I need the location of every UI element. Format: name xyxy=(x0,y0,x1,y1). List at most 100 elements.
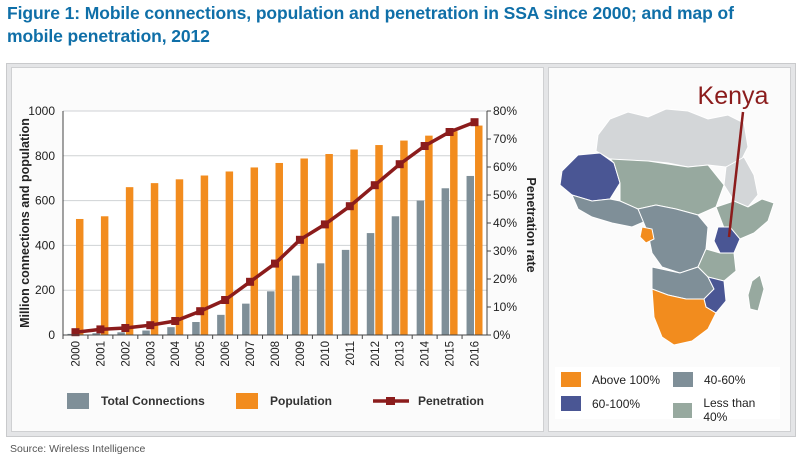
bar-population xyxy=(375,145,383,335)
y2-tick-label: 30% xyxy=(493,244,517,258)
figure-title: Figure 1: Mobile connections, population… xyxy=(7,3,734,46)
y2-tick-label: 0% xyxy=(493,328,511,342)
map-swatch-60-100 xyxy=(561,396,581,411)
map-legend-40-60: 40-60% xyxy=(673,372,745,387)
penetration-point xyxy=(221,296,230,304)
map-legend-label-40-60: 40-60% xyxy=(704,372,746,387)
x-tick-label: 2014 xyxy=(420,340,432,366)
y-tick-label: 200 xyxy=(35,283,55,297)
x-tick-label: 2015 xyxy=(445,341,457,367)
legend-swatch-population xyxy=(236,393,258,409)
penetration-point xyxy=(370,181,379,190)
y2-tick-label: 50% xyxy=(493,188,517,202)
penetration-point xyxy=(196,307,205,316)
chart-bars xyxy=(67,125,483,335)
bar-total-connections xyxy=(291,275,300,335)
y-tick-label: 1000 xyxy=(28,104,55,118)
y2-tick-label: 10% xyxy=(493,300,517,314)
africa-map: Kenya xyxy=(559,82,775,346)
x-tick-label: 2004 xyxy=(170,340,182,366)
penetration-point xyxy=(420,142,429,150)
legend-label-total-connections: Total Connections xyxy=(101,394,205,408)
source-note: Source: Wireless Intelligence xyxy=(10,443,146,455)
bar-total-connections xyxy=(92,333,100,335)
penetration-point xyxy=(246,277,255,286)
map-legend-label-less-40: Less than 40% xyxy=(703,396,756,424)
y-axis-label: Million connections and population xyxy=(18,118,32,328)
penetration-line-layer xyxy=(71,118,479,337)
penetration-point xyxy=(445,128,454,136)
map-region-gabon xyxy=(639,226,655,244)
bar-population xyxy=(350,149,358,335)
bar-total-connections xyxy=(117,332,125,335)
x-tick-label: 2016 xyxy=(470,341,482,367)
bar-total-connections xyxy=(416,200,425,335)
y2-tick-label: 40% xyxy=(493,216,517,230)
penetration-point xyxy=(121,324,130,332)
bar-total-connections xyxy=(441,188,450,335)
bar-total-connections xyxy=(217,314,225,335)
x-tick-label: 2007 xyxy=(245,341,257,367)
x-tick-label: 2011 xyxy=(345,341,357,366)
penetration-point xyxy=(345,202,354,211)
y-tick-label: 800 xyxy=(35,149,55,163)
bar-total-connections xyxy=(242,303,250,335)
legend-label-population: Population xyxy=(270,394,332,408)
x-tick-label: 2013 xyxy=(395,341,407,367)
bar-population xyxy=(450,131,458,335)
map-region-northeast xyxy=(723,156,759,208)
bar-total-connections xyxy=(67,333,75,335)
legend-population: Population xyxy=(236,393,332,409)
bar-population xyxy=(75,218,84,335)
legend-swatch-total-connections xyxy=(67,393,89,409)
map-legend-above-100: Above 100% xyxy=(561,372,660,387)
legend-label-penetration: Penetration xyxy=(418,394,485,408)
map-legend-less-40: Less than 40% xyxy=(673,396,780,424)
y2-tick-label: 60% xyxy=(493,160,517,174)
bar-population xyxy=(300,158,308,335)
bar-population xyxy=(425,135,433,335)
y-tick-label: 600 xyxy=(35,194,55,208)
bar-total-connections xyxy=(391,216,400,335)
map-legend: Above 100% 40-60% 60-100% Less than 40% xyxy=(555,367,780,424)
bar-total-connections xyxy=(341,249,350,335)
x-tick-label: 2010 xyxy=(320,341,332,367)
bar-population xyxy=(100,216,109,335)
penetration-point xyxy=(171,317,180,325)
bar-population xyxy=(125,187,134,335)
x-tick-label: 2009 xyxy=(295,341,307,367)
kenya-callout-line xyxy=(727,111,745,238)
map-legend-label-60-100: 60-100% xyxy=(592,396,641,411)
bar-population xyxy=(275,162,283,335)
bar-total-connections xyxy=(466,175,475,335)
map-region-south xyxy=(651,288,717,346)
penetration-point xyxy=(320,220,329,229)
bar-population xyxy=(400,140,408,335)
chart-axes: 0 200 400 600 800 1000 0% 10% 20% 30% 40% 50% 60% 70%… xyxy=(28,104,517,367)
x-tick-label: 2002 xyxy=(120,341,132,367)
y-tick-label: 400 xyxy=(35,238,55,252)
map-legend-label-above-100: Above 100% xyxy=(592,372,661,387)
map-swatch-40-60 xyxy=(673,372,693,387)
y2-axis-label: Penetration rate xyxy=(524,177,538,272)
penetration-point xyxy=(71,328,80,337)
map-swatch-less-40 xyxy=(673,402,693,418)
y-tick-label: 0 xyxy=(48,328,55,342)
map-region-madagascar xyxy=(747,274,765,312)
x-tick-label: 2005 xyxy=(195,341,207,367)
penetration-point xyxy=(295,235,304,244)
map-region-north xyxy=(595,108,749,168)
legend-swatch-penetration xyxy=(373,397,409,405)
penetration-point xyxy=(96,325,105,334)
penetration-point xyxy=(146,321,155,330)
penetration-point xyxy=(470,118,479,127)
x-tick-label: 2008 xyxy=(270,341,282,367)
bar-total-connections xyxy=(366,233,375,335)
plot-area xyxy=(63,111,487,335)
x-tick-label: 2003 xyxy=(145,341,157,367)
chart-grid xyxy=(63,110,487,335)
bar-population xyxy=(150,183,159,335)
x-tick-label: 2012 xyxy=(370,341,382,367)
bar-population xyxy=(475,125,483,335)
